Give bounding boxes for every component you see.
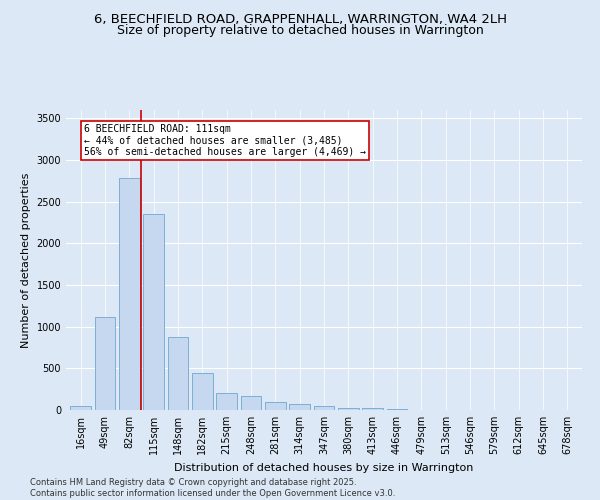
- Text: Contains HM Land Registry data © Crown copyright and database right 2025.
Contai: Contains HM Land Registry data © Crown c…: [30, 478, 395, 498]
- Bar: [265, 402, 286, 410]
- Text: 6 BEECHFIELD ROAD: 111sqm
← 44% of detached houses are smaller (3,485)
56% of se: 6 BEECHFIELD ROAD: 111sqm ← 44% of detac…: [84, 124, 366, 158]
- Bar: [386, 409, 407, 410]
- Text: Size of property relative to detached houses in Warrington: Size of property relative to detached ho…: [116, 24, 484, 37]
- Bar: [241, 396, 262, 410]
- Text: 6, BEECHFIELD ROAD, GRAPPENHALL, WARRINGTON, WA4 2LH: 6, BEECHFIELD ROAD, GRAPPENHALL, WARRING…: [94, 12, 506, 26]
- Bar: [362, 408, 383, 410]
- Bar: [119, 178, 140, 410]
- Bar: [289, 404, 310, 410]
- Bar: [95, 316, 115, 410]
- Bar: [216, 394, 237, 410]
- X-axis label: Distribution of detached houses by size in Warrington: Distribution of detached houses by size …: [175, 462, 473, 472]
- Bar: [314, 406, 334, 410]
- Bar: [338, 408, 359, 410]
- Bar: [192, 374, 212, 410]
- Bar: [143, 214, 164, 410]
- Bar: [70, 406, 91, 410]
- Y-axis label: Number of detached properties: Number of detached properties: [21, 172, 31, 348]
- Bar: [167, 336, 188, 410]
